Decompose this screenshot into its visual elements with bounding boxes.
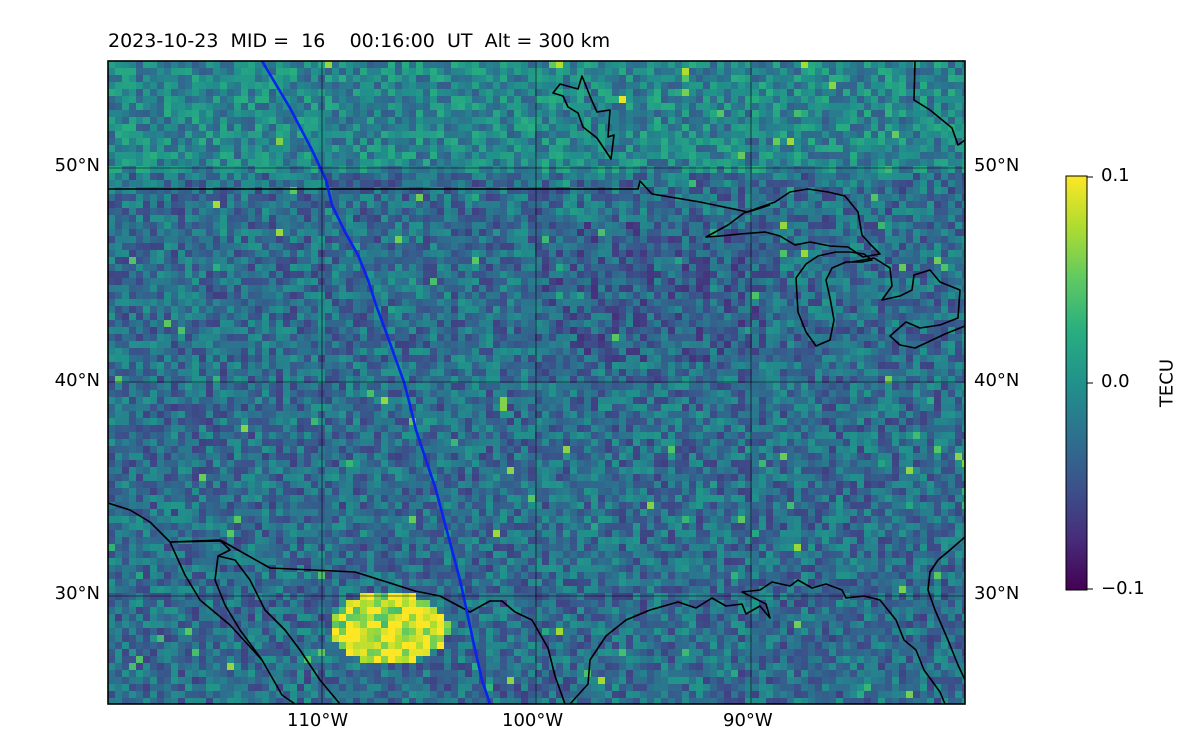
title-time: 00:16:00	[349, 30, 435, 52]
title-mid-label: MID =	[230, 30, 290, 52]
colorbar-ramp	[1065, 175, 1088, 591]
lon-tick-110w: 110°W	[287, 710, 349, 731]
title-alt-value: 300 km	[538, 30, 611, 52]
baja-peninsula	[217, 555, 341, 704]
lon-tick-90w: 90°W	[723, 710, 773, 731]
colorbar	[1065, 175, 1093, 591]
title-time-unit: UT	[447, 30, 473, 52]
lat-tick-50n-right: 50°N	[974, 155, 1020, 176]
lat-tick-50n-left: 50°N	[54, 155, 100, 176]
us-mexico-border	[169, 540, 566, 704]
lat-tick-40n-right: 40°N	[974, 370, 1020, 391]
lon-tick-100w: 100°W	[502, 710, 564, 731]
colorbar-tick-label-min: −0.1	[1101, 578, 1145, 599]
title-date: 2023-10-23	[108, 30, 219, 52]
title-mid-value: 16	[301, 30, 326, 52]
coastlines	[108, 61, 965, 704]
lake-superior	[705, 188, 881, 258]
lat-tick-30n-right: 30°N	[974, 583, 1020, 604]
lat-tick-40n-left: 40°N	[54, 370, 100, 391]
lat-tick-30n-left: 30°N	[54, 583, 100, 604]
labrador-coast	[913, 61, 965, 146]
colorbar-label: TECU	[1156, 358, 1178, 408]
mexico-pacific-coast	[108, 502, 296, 704]
lake-michigan	[795, 251, 873, 347]
lake-huron	[851, 257, 965, 349]
colorbar-tick-label-max: 0.1	[1101, 165, 1130, 186]
florida-atlantic-coast	[927, 536, 965, 681]
map-overlays	[108, 61, 965, 704]
plot-title: 2023-10-23 MID = 16 00:16:00 UT Alt = 30…	[108, 30, 610, 52]
hudson-bay-shore	[552, 75, 615, 160]
graticule	[108, 61, 965, 704]
colorbar-tick-label-zero: 0.0	[1101, 371, 1130, 392]
tec-heatmap	[108, 61, 965, 704]
title-alt-label: Alt =	[484, 30, 533, 52]
map-frame	[107, 60, 966, 705]
